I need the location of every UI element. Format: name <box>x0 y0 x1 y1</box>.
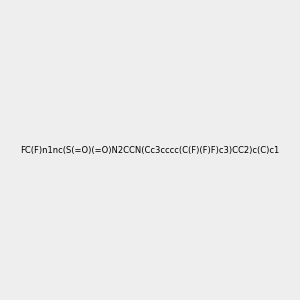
Text: FC(F)n1nc(S(=O)(=O)N2CCN(Cc3cccc(C(F)(F)F)c3)CC2)c(C)c1: FC(F)n1nc(S(=O)(=O)N2CCN(Cc3cccc(C(F)(F)… <box>20 146 280 154</box>
